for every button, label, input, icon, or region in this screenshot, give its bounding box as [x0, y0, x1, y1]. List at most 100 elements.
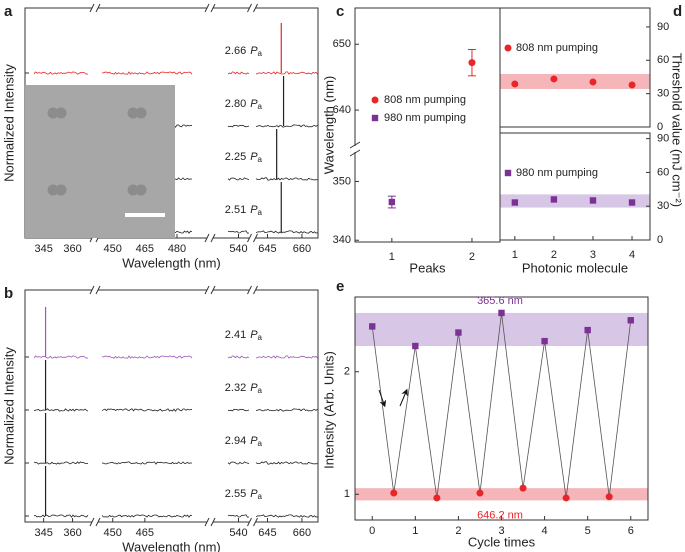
point	[476, 489, 484, 497]
spectrum-noise	[227, 355, 250, 359]
spectrum-noise	[33, 408, 89, 412]
intensity-band	[355, 488, 648, 501]
microdisk	[47, 107, 59, 119]
legend-label: 980 nm pumping	[384, 112, 466, 124]
panel-label: c	[336, 3, 344, 20]
point	[628, 199, 636, 206]
axis-break-gap	[207, 6, 213, 10]
x-tick-label: 1	[389, 251, 395, 263]
pump-subscript: a	[258, 439, 263, 448]
cycle-arrow	[399, 388, 408, 407]
y-axis-label: Wavelength (nm)	[321, 76, 336, 175]
spectrum-noise	[227, 71, 250, 75]
pump-label: 2.41 Pa	[225, 329, 263, 342]
spectrum-noise	[227, 514, 250, 518]
x-tick-label: 0	[369, 525, 375, 537]
connector	[414, 345, 438, 499]
point	[504, 169, 512, 177]
point	[589, 78, 597, 86]
legend-label: 808 nm pumping	[384, 94, 466, 106]
pump-label: 2.94 Pa	[225, 435, 263, 448]
x-tick-label: 5	[585, 525, 591, 537]
microdisk	[127, 184, 139, 196]
axis-break	[95, 285, 101, 295]
pump-value: 2.80	[225, 98, 246, 110]
axis-break-gap	[249, 236, 256, 240]
threshold-band	[500, 194, 650, 208]
x-tick-label: 345	[34, 527, 52, 539]
point	[468, 59, 476, 67]
microdisk	[127, 107, 139, 119]
y-tick-label: 350	[333, 175, 351, 187]
axis-break-gap	[207, 236, 213, 240]
pump-value: 2.94	[225, 435, 246, 447]
x-tick-label: 360	[63, 243, 81, 255]
pump-symbol: P	[250, 488, 258, 500]
y-axis-label: Threshold value (mJ cm⁻²)	[670, 53, 685, 207]
pump-symbol: P	[250, 435, 258, 447]
plot-frame	[499, 132, 651, 241]
spectrum-noise	[33, 71, 89, 75]
axis-break	[95, 517, 101, 527]
spectrum-noise	[227, 461, 250, 465]
plot-frame	[354, 7, 501, 243]
axis-break-gap	[92, 288, 98, 292]
spectrum-noise	[255, 461, 318, 465]
connector	[436, 332, 459, 498]
pump-symbol: P	[250, 329, 258, 341]
y-tick-label: 1	[344, 488, 350, 500]
pump-value: 2.66	[225, 45, 246, 57]
spectrum-noise	[33, 514, 89, 518]
point	[605, 493, 613, 501]
plot-frame	[24, 289, 319, 523]
connector	[608, 320, 632, 497]
band-label: 365.6 nm	[477, 295, 523, 307]
axis-break	[247, 3, 252, 13]
pump-value: 2.51	[225, 204, 246, 216]
x-tick-label: 4	[542, 525, 548, 537]
axis-break	[89, 285, 95, 295]
pump-symbol: P	[250, 45, 258, 57]
point	[627, 317, 634, 324]
connector	[565, 330, 589, 498]
pump-label: 2.55 Pa	[225, 488, 263, 501]
point	[388, 198, 396, 206]
spectrum-noise	[101, 514, 193, 518]
sem-inset	[25, 85, 175, 238]
point	[371, 114, 379, 122]
axis-break	[253, 517, 258, 527]
y-tick-label: 60	[657, 166, 669, 178]
spectrum-noise	[255, 71, 318, 75]
spectrum-noise	[227, 124, 250, 128]
axis-break	[349, 149, 361, 157]
point	[550, 196, 558, 203]
y-axis-label: Intensity (Arb. Units)	[321, 351, 336, 469]
x-tick-label: 2	[455, 525, 461, 537]
legend-label: 808 nm pumping	[516, 42, 598, 54]
connector	[371, 326, 395, 494]
point	[562, 494, 570, 502]
axis-break	[210, 3, 216, 13]
x-tick-label: 360	[63, 527, 81, 539]
panel-label: d	[673, 3, 682, 20]
connector	[544, 341, 567, 498]
pump-value: 2.32	[225, 382, 246, 394]
point	[371, 96, 379, 104]
axis-break-gap	[352, 146, 358, 152]
x-tick-label: 6	[628, 525, 634, 537]
x-tick-label: 465	[136, 243, 154, 255]
x-tick-label: 4	[629, 249, 635, 261]
axis-break-gap	[249, 520, 256, 524]
plot-frame	[499, 7, 651, 128]
point	[433, 494, 441, 502]
axis-break	[247, 517, 252, 527]
x-axis-label: Photonic molecule	[522, 260, 628, 275]
point	[498, 309, 505, 317]
axis-break-gap	[92, 6, 98, 10]
spectrum-noise	[33, 461, 89, 465]
panel-label: b	[4, 285, 13, 302]
point	[550, 75, 558, 83]
axis-break	[210, 517, 216, 527]
x-tick-label: 660	[293, 527, 311, 539]
panel-label: a	[4, 3, 13, 20]
